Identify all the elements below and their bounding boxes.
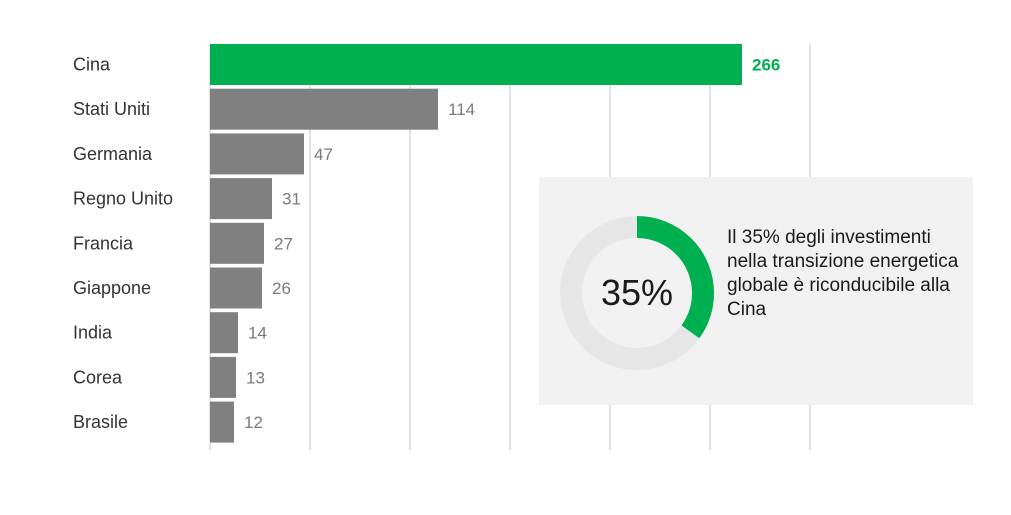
value-label: 266 (752, 56, 780, 75)
bar-stati-uniti (210, 88, 438, 130)
donut-arc (560, 216, 714, 370)
category-label: Cina (73, 55, 111, 75)
bar-germania (210, 133, 304, 175)
value-label: 27 (274, 234, 293, 253)
category-label: Regno Unito (73, 189, 173, 209)
value-label: 12 (244, 413, 263, 432)
info-box: 35% Il 35% degli investimenti nella tran… (539, 177, 973, 405)
category-label: Francia (73, 233, 134, 253)
bar-regno-unito (210, 178, 272, 220)
info-text: Il 35% degli investimenti nella transizi… (727, 227, 959, 320)
value-label: 31 (282, 190, 301, 209)
bar-giappone (210, 267, 262, 309)
labels: Cina 266 Stati Uniti 114 Germania 47 Regno Uni… (73, 55, 780, 433)
bar-francia (210, 222, 264, 264)
category-label: Corea (73, 367, 123, 387)
value-label: 114 (448, 100, 475, 119)
value-label: 13 (246, 368, 265, 387)
bar-brasile (210, 401, 234, 443)
value-label: 26 (272, 279, 291, 298)
bars (210, 44, 742, 443)
donut-chart (560, 216, 714, 370)
category-label: Brasile (73, 412, 128, 432)
category-label: Giappone (73, 278, 151, 298)
category-label: Germania (73, 144, 153, 164)
bar-cina (210, 44, 742, 85)
donut-percent: 35% (600, 272, 674, 313)
category-label: India (73, 323, 113, 343)
value-label: 14 (248, 324, 267, 343)
bar-corea (210, 356, 236, 398)
category-label: Stati Uniti (73, 99, 150, 119)
value-label: 47 (314, 145, 333, 164)
bar-india (210, 312, 238, 354)
